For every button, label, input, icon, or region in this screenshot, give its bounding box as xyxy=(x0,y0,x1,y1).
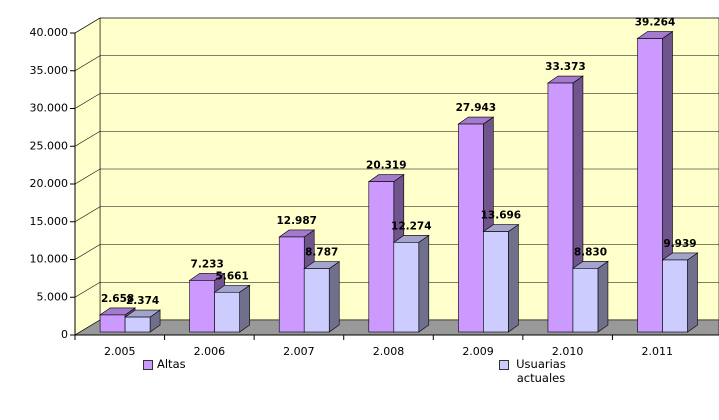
bar-side xyxy=(418,234,430,333)
y-tick-label: 30.000 xyxy=(30,102,69,115)
y-tick-label: 40.000 xyxy=(30,26,69,39)
y-tick-label: 20.000 xyxy=(30,177,69,190)
bar xyxy=(662,259,688,333)
y-tick-label: 10.000 xyxy=(30,253,69,266)
legend-swatch xyxy=(499,360,509,370)
x-tick-label: 2.008 xyxy=(373,345,405,358)
bar-side xyxy=(597,260,609,333)
x-tick-label: 2.009 xyxy=(462,345,494,358)
bar-side xyxy=(239,284,250,333)
bar xyxy=(214,291,240,333)
y-tick-label: 5.000 xyxy=(37,290,69,303)
bar-side xyxy=(687,252,698,333)
grid-line xyxy=(74,93,719,109)
bar xyxy=(637,38,663,333)
value-label: 13.696 xyxy=(481,210,522,222)
value-label: 39.264 xyxy=(635,17,676,29)
bar xyxy=(124,316,151,333)
x-tick-label: 2.011 xyxy=(641,345,673,358)
bar xyxy=(99,314,126,333)
value-label: 2.658 xyxy=(101,293,134,305)
bar xyxy=(393,242,420,333)
y-tick-label: 25.000 xyxy=(30,139,69,152)
x-tick-label: 2.005 xyxy=(104,345,136,358)
bar xyxy=(189,280,215,333)
value-label: 12.274 xyxy=(391,220,432,232)
x-tick-label: 2.007 xyxy=(283,345,315,358)
bar xyxy=(572,268,599,333)
value-label: 5.661 xyxy=(216,270,249,282)
bar xyxy=(458,123,484,333)
bar xyxy=(303,268,330,333)
legend-label: Altas xyxy=(157,357,186,371)
grid-line xyxy=(74,130,719,147)
legend-item: Altas xyxy=(143,357,213,371)
grid-line xyxy=(74,55,719,72)
value-label: 20.319 xyxy=(366,160,407,172)
legend-swatch xyxy=(143,360,153,370)
value-label: 8.787 xyxy=(305,247,338,259)
grid-line xyxy=(74,206,719,223)
grid-line xyxy=(74,17,719,34)
value-label: 2.374 xyxy=(126,295,159,307)
value-label: 12.987 xyxy=(276,215,317,227)
value-label: 33.373 xyxy=(545,61,586,73)
x-tick-label: 2.010 xyxy=(552,345,584,358)
bar-side xyxy=(328,261,340,333)
value-label: 9.939 xyxy=(663,238,696,250)
bar xyxy=(368,181,395,333)
value-label: 27.943 xyxy=(456,102,497,114)
value-label: 8.830 xyxy=(574,246,607,258)
value-label: 7.233 xyxy=(191,258,224,270)
y-tick-label: 0 xyxy=(61,328,68,341)
legend-label: Usuarias actuales xyxy=(516,357,566,385)
bar xyxy=(483,231,509,333)
y-tick-label: 35.000 xyxy=(30,64,69,77)
bar-side xyxy=(508,224,519,333)
legend-item: Usuarias actuales xyxy=(499,357,569,385)
y-tick-label: 15.000 xyxy=(30,215,69,228)
grid-line xyxy=(74,168,719,185)
bar xyxy=(547,82,574,333)
bar xyxy=(278,236,305,333)
x-tick-label: 2.006 xyxy=(194,345,226,358)
